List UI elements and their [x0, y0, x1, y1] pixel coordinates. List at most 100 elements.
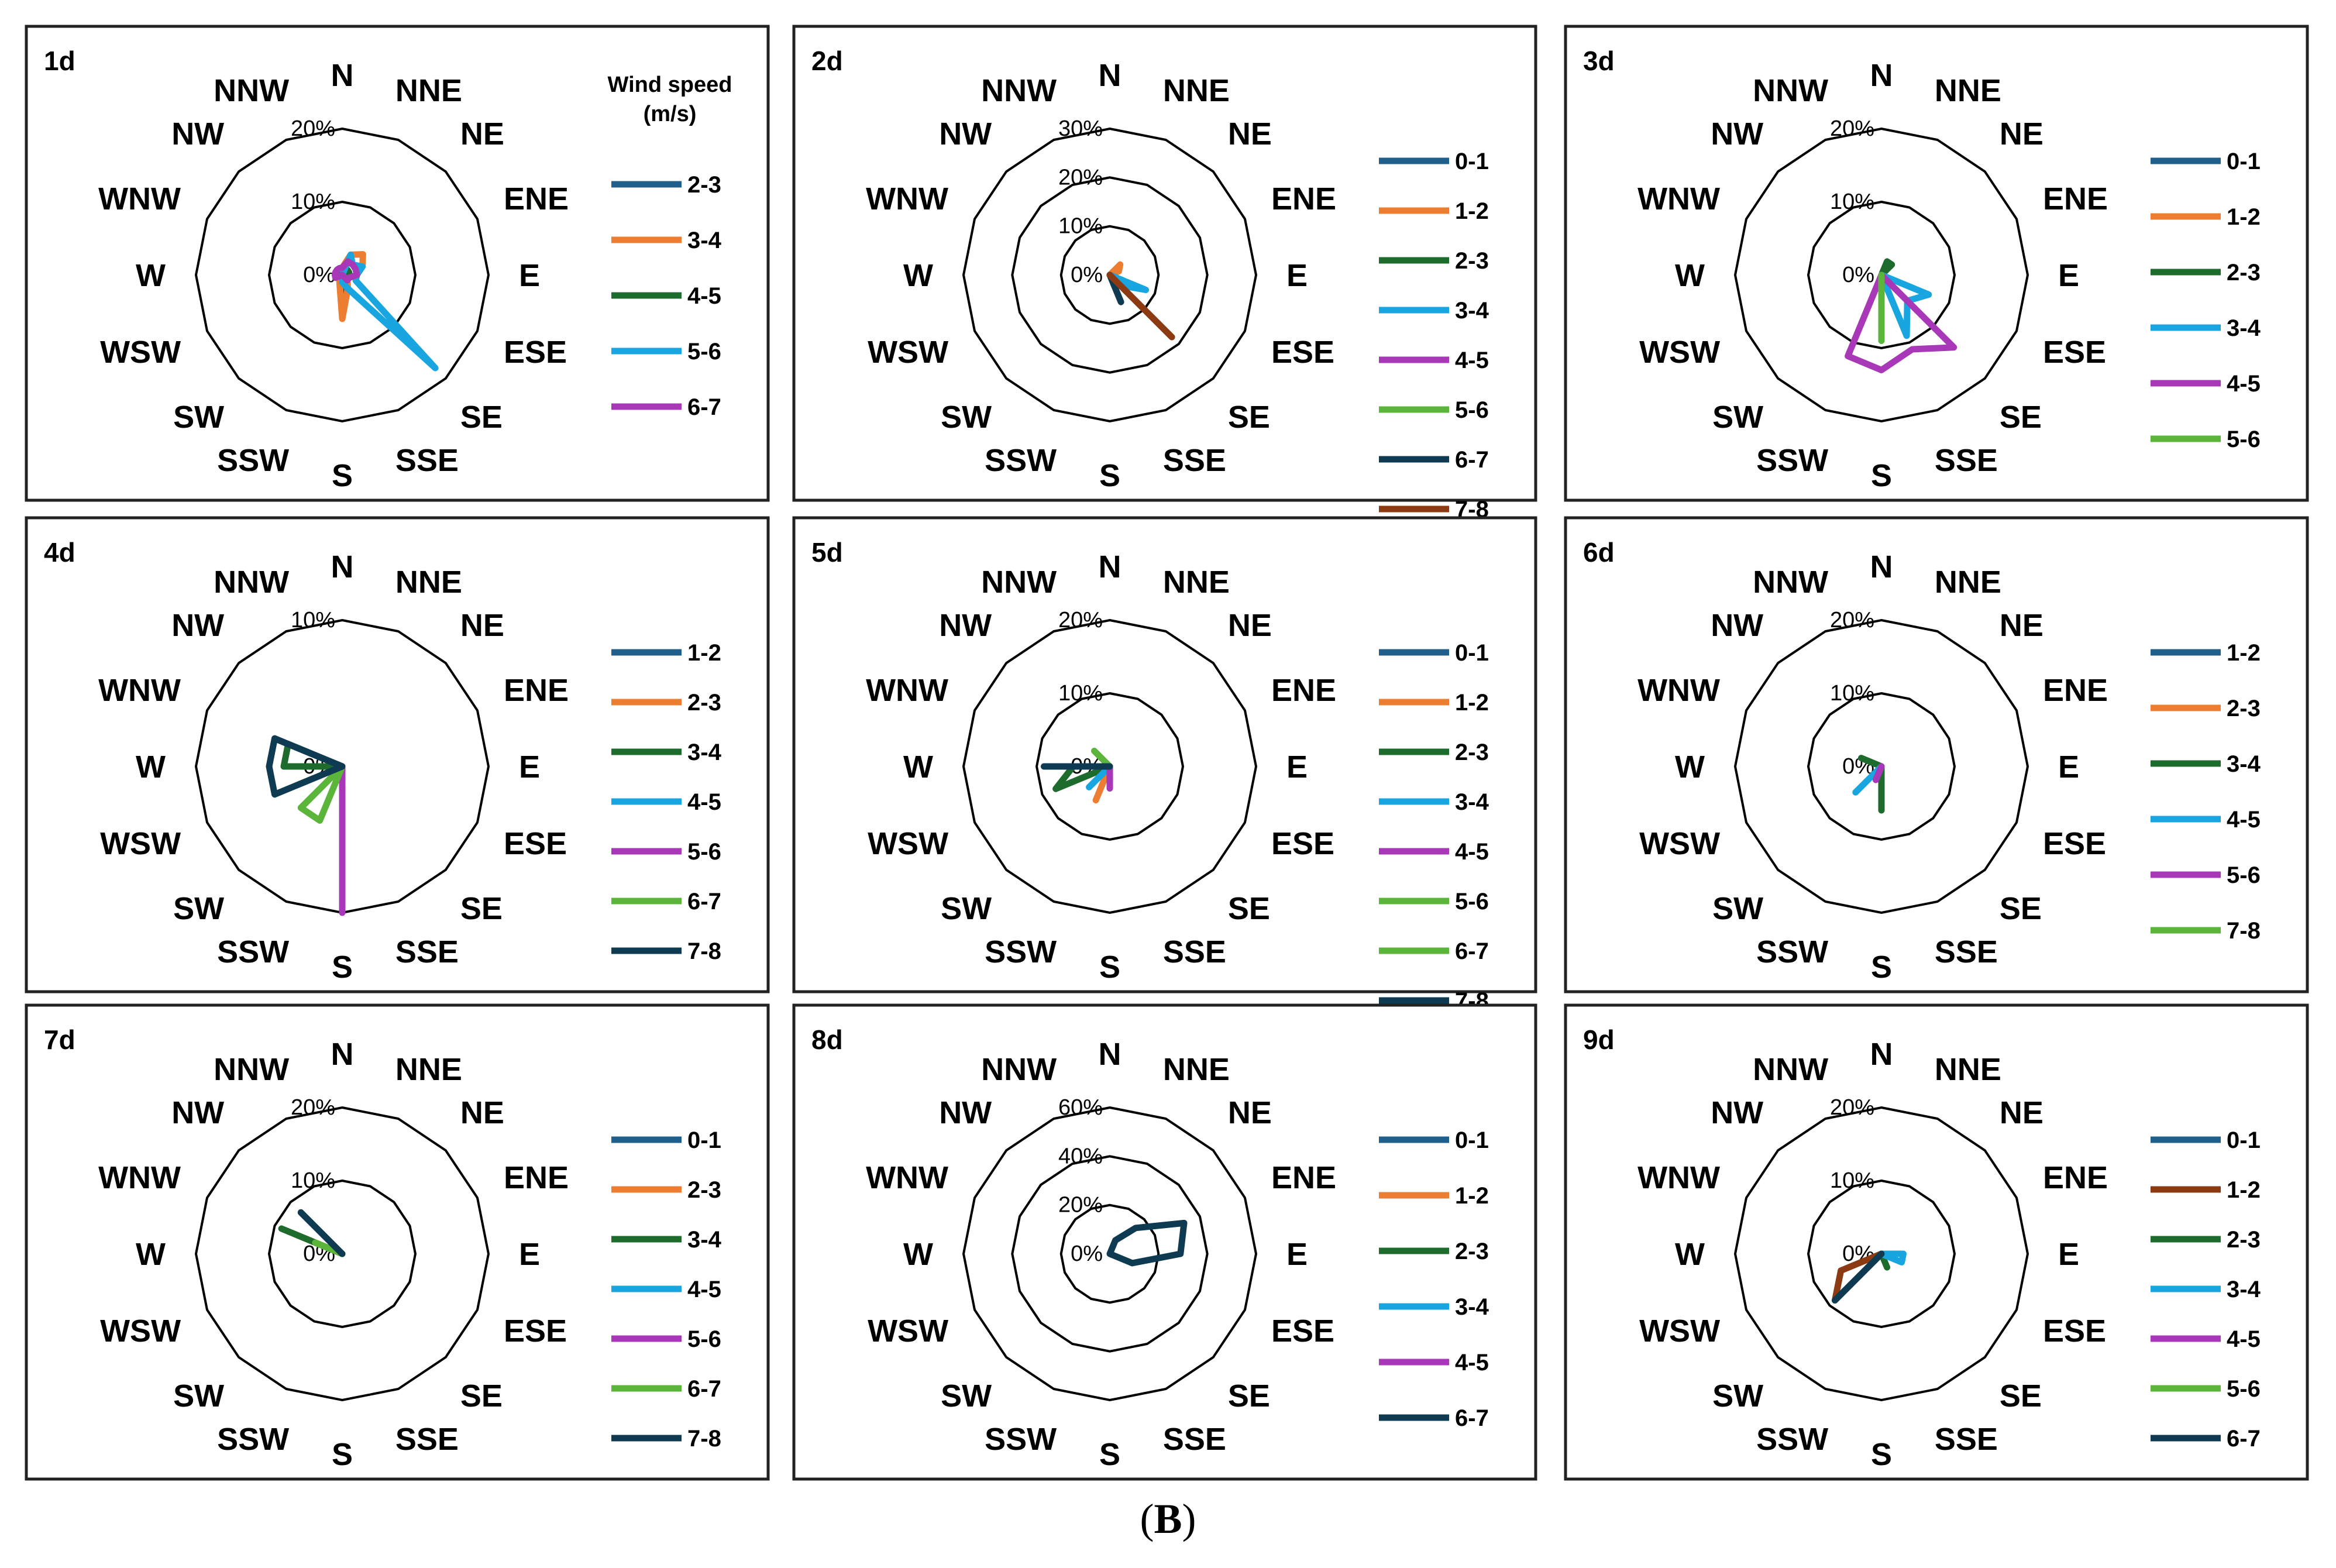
direction-label: NNW: [214, 565, 289, 600]
legend-label-3-4: 3-4: [1455, 789, 1489, 815]
direction-label: ENE: [504, 673, 569, 708]
direction-label: SW: [1712, 400, 1763, 435]
direction-label: NW: [171, 1095, 224, 1130]
wind-rose-panel-4d: 4d0%10%N NNENEENEEESESESSESSSWSWWSWWWNWNW…: [25, 516, 770, 993]
direction-label: N: [1099, 549, 1121, 584]
direction-label: ESE: [2043, 826, 2106, 861]
series-line-3-4: [1086, 763, 1113, 790]
ring-label: 10%: [1058, 214, 1103, 239]
legend-label-5-6: 5-6: [2227, 1376, 2261, 1402]
direction-label: E: [1286, 1237, 1308, 1272]
legend-label-3-4: 3-4: [687, 228, 722, 253]
direction-label: NNE: [395, 1052, 462, 1087]
direction-label: ESE: [1271, 1313, 1334, 1349]
direction-label: ENE: [1271, 1160, 1336, 1195]
legend-label-5-6: 5-6: [1455, 889, 1489, 914]
direction-label: ENE: [2043, 181, 2108, 216]
direction-label: SSW: [1756, 443, 1828, 478]
direction-label: NW: [1711, 116, 1763, 152]
direction-label: SSW: [217, 934, 289, 969]
ring-label: 0%: [1071, 1242, 1103, 1266]
series-line-5-6: [1872, 763, 1885, 783]
ring-label: 10%: [1830, 1168, 1874, 1193]
panel-title: 3d: [1583, 46, 1615, 76]
legend-label-7-8: 7-8: [2227, 918, 2261, 944]
panel-title: 8d: [811, 1024, 843, 1055]
direction-label: SE: [460, 400, 503, 435]
legend-label-2-3: 2-3: [1455, 1239, 1489, 1264]
direction-label: WSW: [1639, 826, 1720, 861]
wind-rose-panel-6d: 6d0%10%20%N NNENEENEEESESESSESSSWSWWSWWWN…: [1564, 516, 2309, 993]
legend-label-2-3: 2-3: [1455, 740, 1489, 765]
panel-frame: [25, 25, 770, 502]
direction-label: E: [2058, 749, 2079, 785]
direction-label: S: [1871, 1437, 1892, 1472]
direction-label: WNW: [98, 181, 181, 216]
direction-label: NE: [1228, 1095, 1272, 1130]
direction-label: NNE: [1163, 73, 1230, 108]
series-line-7-8: [1106, 271, 1175, 341]
legend-label-3-4: 3-4: [1455, 1294, 1489, 1320]
legend-label-6-7: 6-7: [687, 1376, 721, 1402]
legend-label-0-1: 0-1: [2227, 149, 2261, 174]
legend-title-unit: (m/s): [644, 102, 697, 126]
series-line-4-5: [1852, 763, 1885, 796]
direction-label: N: [331, 1037, 354, 1072]
ring-label: 10%: [291, 608, 335, 632]
direction-label: SE: [460, 1378, 503, 1414]
direction-label: NNW: [1753, 1052, 1828, 1087]
direction-label: NNW: [981, 565, 1057, 600]
direction-label: NW: [939, 1095, 992, 1130]
legend-label-6-7: 6-7: [1455, 938, 1489, 964]
legend-label-7-8: 7-8: [687, 1426, 721, 1452]
direction-label: W: [136, 1237, 166, 1272]
direction-label: WNW: [1637, 181, 1720, 216]
direction-label: SW: [941, 891, 992, 926]
direction-label: ESE: [2043, 335, 2106, 370]
figure-caption-letter: B: [1154, 1495, 1182, 1542]
grid-ring: [1035, 692, 1185, 841]
direction-label: S: [1871, 950, 1892, 985]
legend-label-2-3: 2-3: [687, 1177, 721, 1203]
direction-label: SSW: [217, 443, 289, 478]
legend-label-5-6: 5-6: [2227, 427, 2261, 452]
direction-label: SSE: [395, 934, 459, 969]
direction-label: W: [903, 1237, 933, 1272]
direction-label: NE: [2000, 1095, 2043, 1130]
ring-label: 10%: [1058, 681, 1103, 706]
panel-title: 6d: [1583, 537, 1615, 568]
direction-label: SSE: [1163, 443, 1226, 478]
direction-label: N: [1099, 1037, 1121, 1072]
direction-label: SSE: [1935, 1422, 1998, 1457]
direction-label: WSW: [1639, 1313, 1720, 1349]
series-line-2-3: [1878, 258, 1895, 278]
direction-label: W: [136, 749, 166, 785]
wind-rose-panel-7d: 7d0%10%20%N NNENEENEEESESESSESSSWSWWSWWWN…: [25, 1003, 770, 1481]
grid-ring: [962, 1106, 1258, 1402]
direction-label: NNW: [214, 1052, 289, 1087]
direction-label: E: [519, 258, 540, 293]
direction-label: WSW: [868, 826, 948, 861]
panel-frame: [1564, 516, 2309, 993]
series-line-6-7: [1106, 271, 1124, 305]
ring-label: 20%: [1058, 608, 1103, 632]
direction-label: ENE: [2043, 1160, 2108, 1195]
legend-label-5-6: 5-6: [1455, 397, 1489, 423]
series-line-6-7: [297, 763, 346, 824]
ring-label: 10%: [291, 1168, 335, 1193]
direction-label: SW: [941, 1378, 992, 1414]
direction-label: SW: [173, 891, 224, 926]
legend-label-4-5: 4-5: [2227, 1326, 2261, 1352]
grid-ring: [194, 127, 490, 423]
series-line-3-4: [1878, 1250, 1907, 1266]
direction-label: NNE: [1163, 565, 1230, 600]
direction-label: WSW: [100, 335, 181, 370]
legend-label-2-3: 2-3: [2227, 696, 2261, 721]
legend-label-4-5: 4-5: [687, 789, 721, 815]
ring-label: 20%: [291, 116, 335, 141]
direction-label: E: [2058, 1237, 2079, 1272]
series-line-1-2: [1106, 261, 1124, 278]
direction-label: NNE: [1935, 73, 2001, 108]
